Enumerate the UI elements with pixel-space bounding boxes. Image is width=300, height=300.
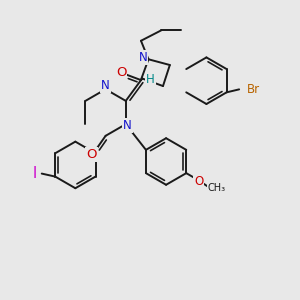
Text: N: N	[139, 51, 148, 64]
Text: O: O	[86, 148, 97, 161]
Text: O: O	[194, 175, 203, 188]
Text: CH₃: CH₃	[207, 183, 226, 193]
Text: N: N	[123, 119, 132, 132]
Text: O: O	[116, 66, 126, 79]
Text: I: I	[32, 166, 36, 181]
Text: H: H	[146, 74, 155, 86]
Text: N: N	[101, 79, 110, 92]
Text: Br: Br	[247, 83, 260, 96]
